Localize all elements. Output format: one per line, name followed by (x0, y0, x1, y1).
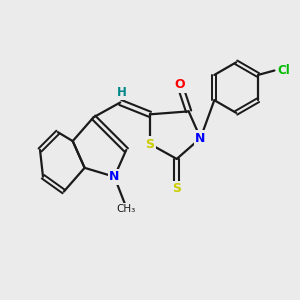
Text: S: S (172, 182, 181, 195)
Text: CH₃: CH₃ (117, 204, 136, 214)
Text: Cl: Cl (278, 64, 290, 77)
Text: H: H (117, 85, 127, 98)
Text: N: N (195, 132, 206, 145)
Text: O: O (174, 78, 185, 91)
Text: N: N (109, 170, 119, 183)
Text: S: S (146, 138, 154, 151)
